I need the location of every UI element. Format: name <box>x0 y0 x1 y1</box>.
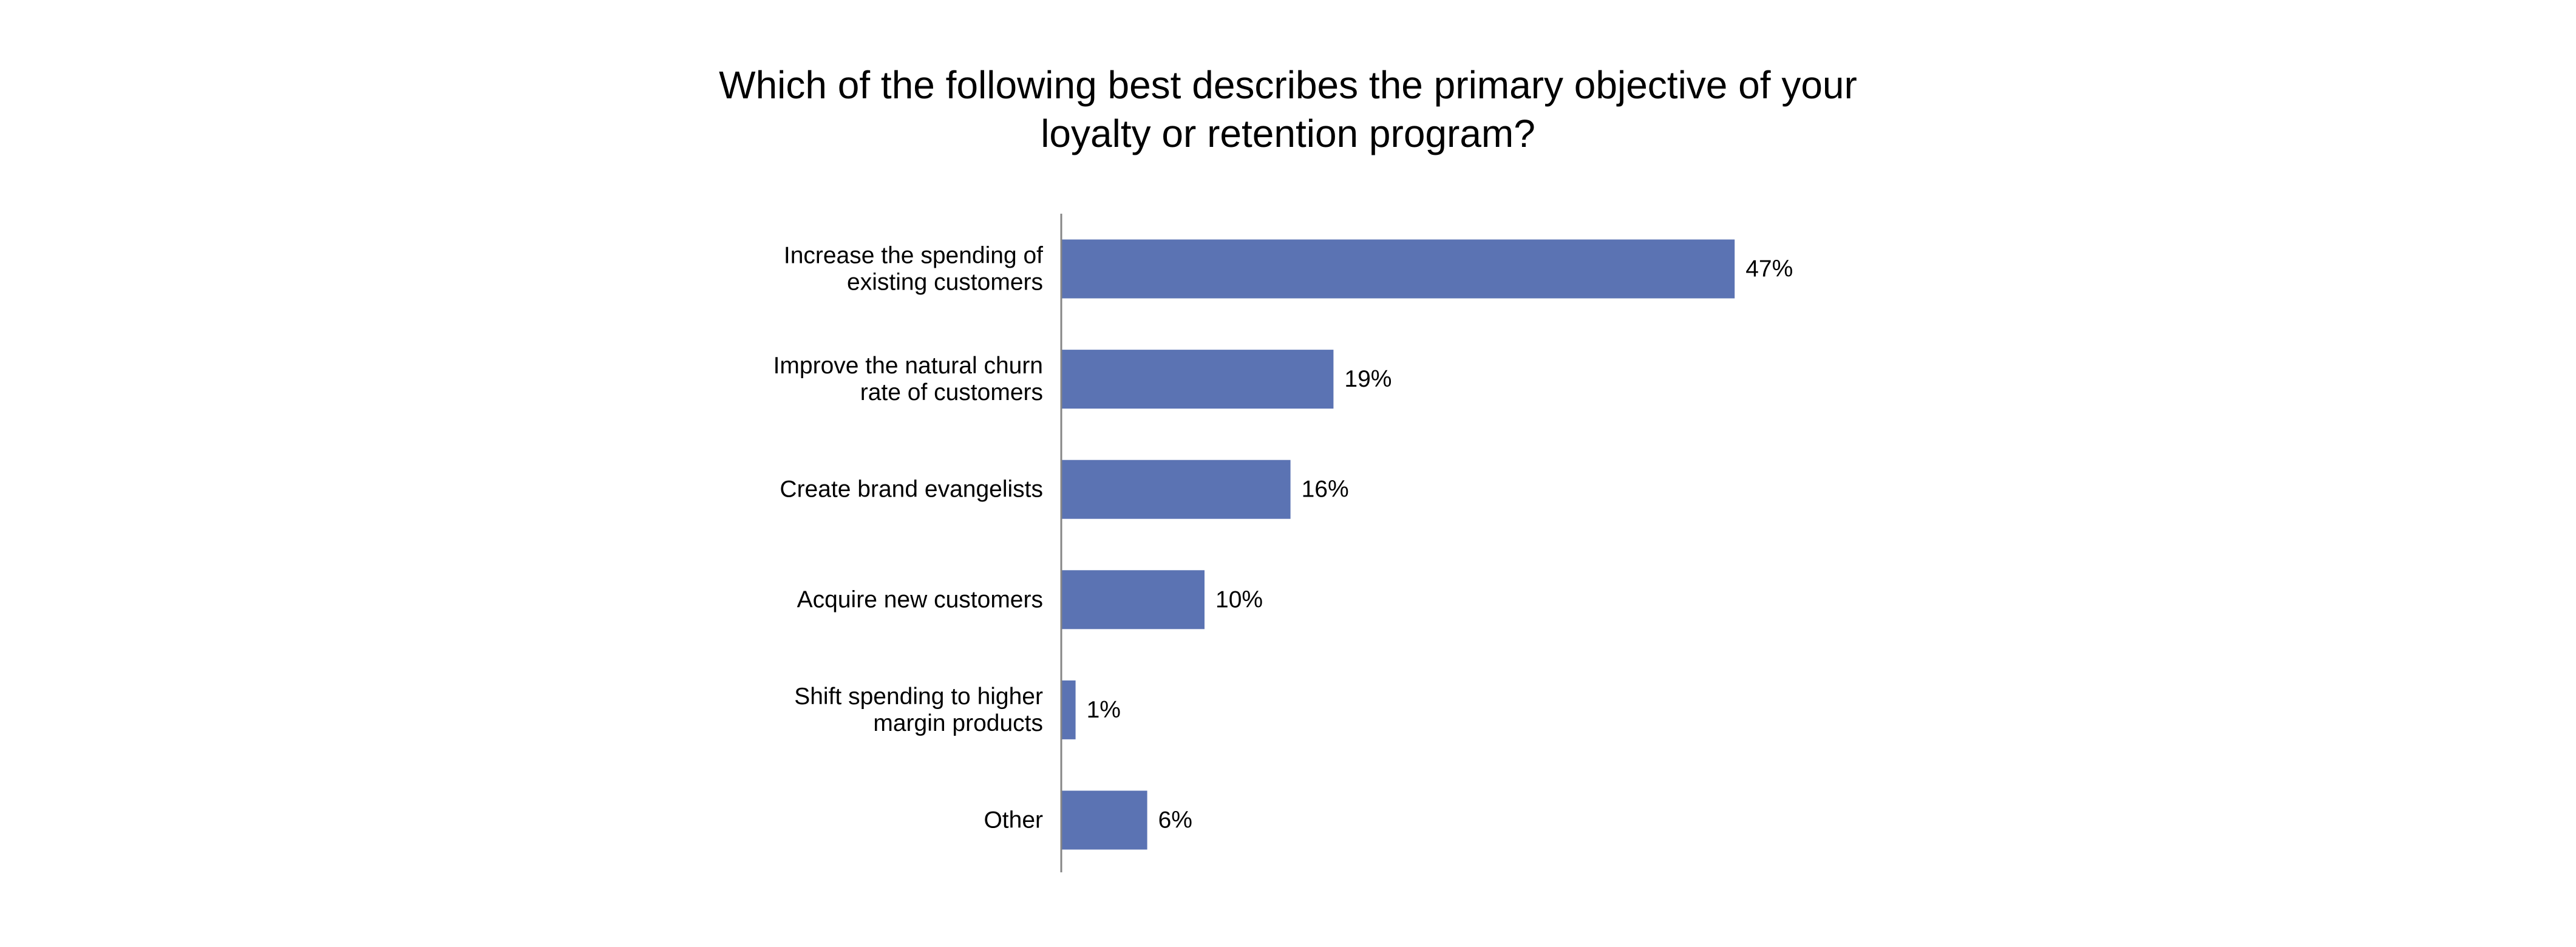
category-label-3-line-0: Acquire new customers <box>797 586 1043 613</box>
bar-4 <box>1061 680 1076 739</box>
category-label-1: Improve the natural churn rate of custome… <box>773 353 1043 406</box>
category-label-0: Increase the spending of existing custome… <box>784 243 1043 296</box>
category-labels-group: Increase the spending of existing custome… <box>773 243 1044 833</box>
category-label-1-line-0: Improve the natural churn <box>773 353 1043 379</box>
bar-1 <box>1061 350 1334 409</box>
value-label-5: 6% <box>1158 807 1192 833</box>
chart-title-line-2: loyalty or retention program? <box>1041 112 1535 155</box>
value-label-3: 10% <box>1215 586 1263 613</box>
value-labels-group: 47% 19% 16% 10% 1% 6% <box>1087 256 1793 833</box>
bar-3 <box>1061 570 1205 630</box>
bar-0 <box>1061 239 1735 299</box>
category-label-4-line-1: margin products <box>873 710 1043 736</box>
value-label-4: 1% <box>1087 697 1121 723</box>
category-label-3: Acquire new customers <box>797 586 1043 613</box>
category-label-1-line-1: rate of customers <box>860 379 1043 406</box>
value-label-2: 16% <box>1302 477 1349 503</box>
bar-2 <box>1061 460 1291 519</box>
value-label-0: 47% <box>1745 256 1793 282</box>
category-label-5: Other <box>984 807 1043 833</box>
category-label-0-line-1: existing customers <box>847 270 1043 296</box>
category-label-0-line-0: Increase the spending of <box>784 243 1043 269</box>
category-label-2-line-0: Create brand evangelists <box>780 477 1043 503</box>
chart-title: Which of the following best describes th… <box>0 61 2576 158</box>
category-label-4: Shift spending to higher margin products <box>794 684 1043 736</box>
category-label-2: Create brand evangelists <box>780 477 1043 503</box>
chart-title-line-1: Which of the following best describes th… <box>719 63 1857 107</box>
category-label-4-line-0: Shift spending to higher <box>794 684 1043 710</box>
value-label-1: 19% <box>1344 366 1392 392</box>
bar-5 <box>1061 790 1147 850</box>
category-label-5-line-0: Other <box>984 807 1043 833</box>
bars-group <box>1061 239 1735 850</box>
